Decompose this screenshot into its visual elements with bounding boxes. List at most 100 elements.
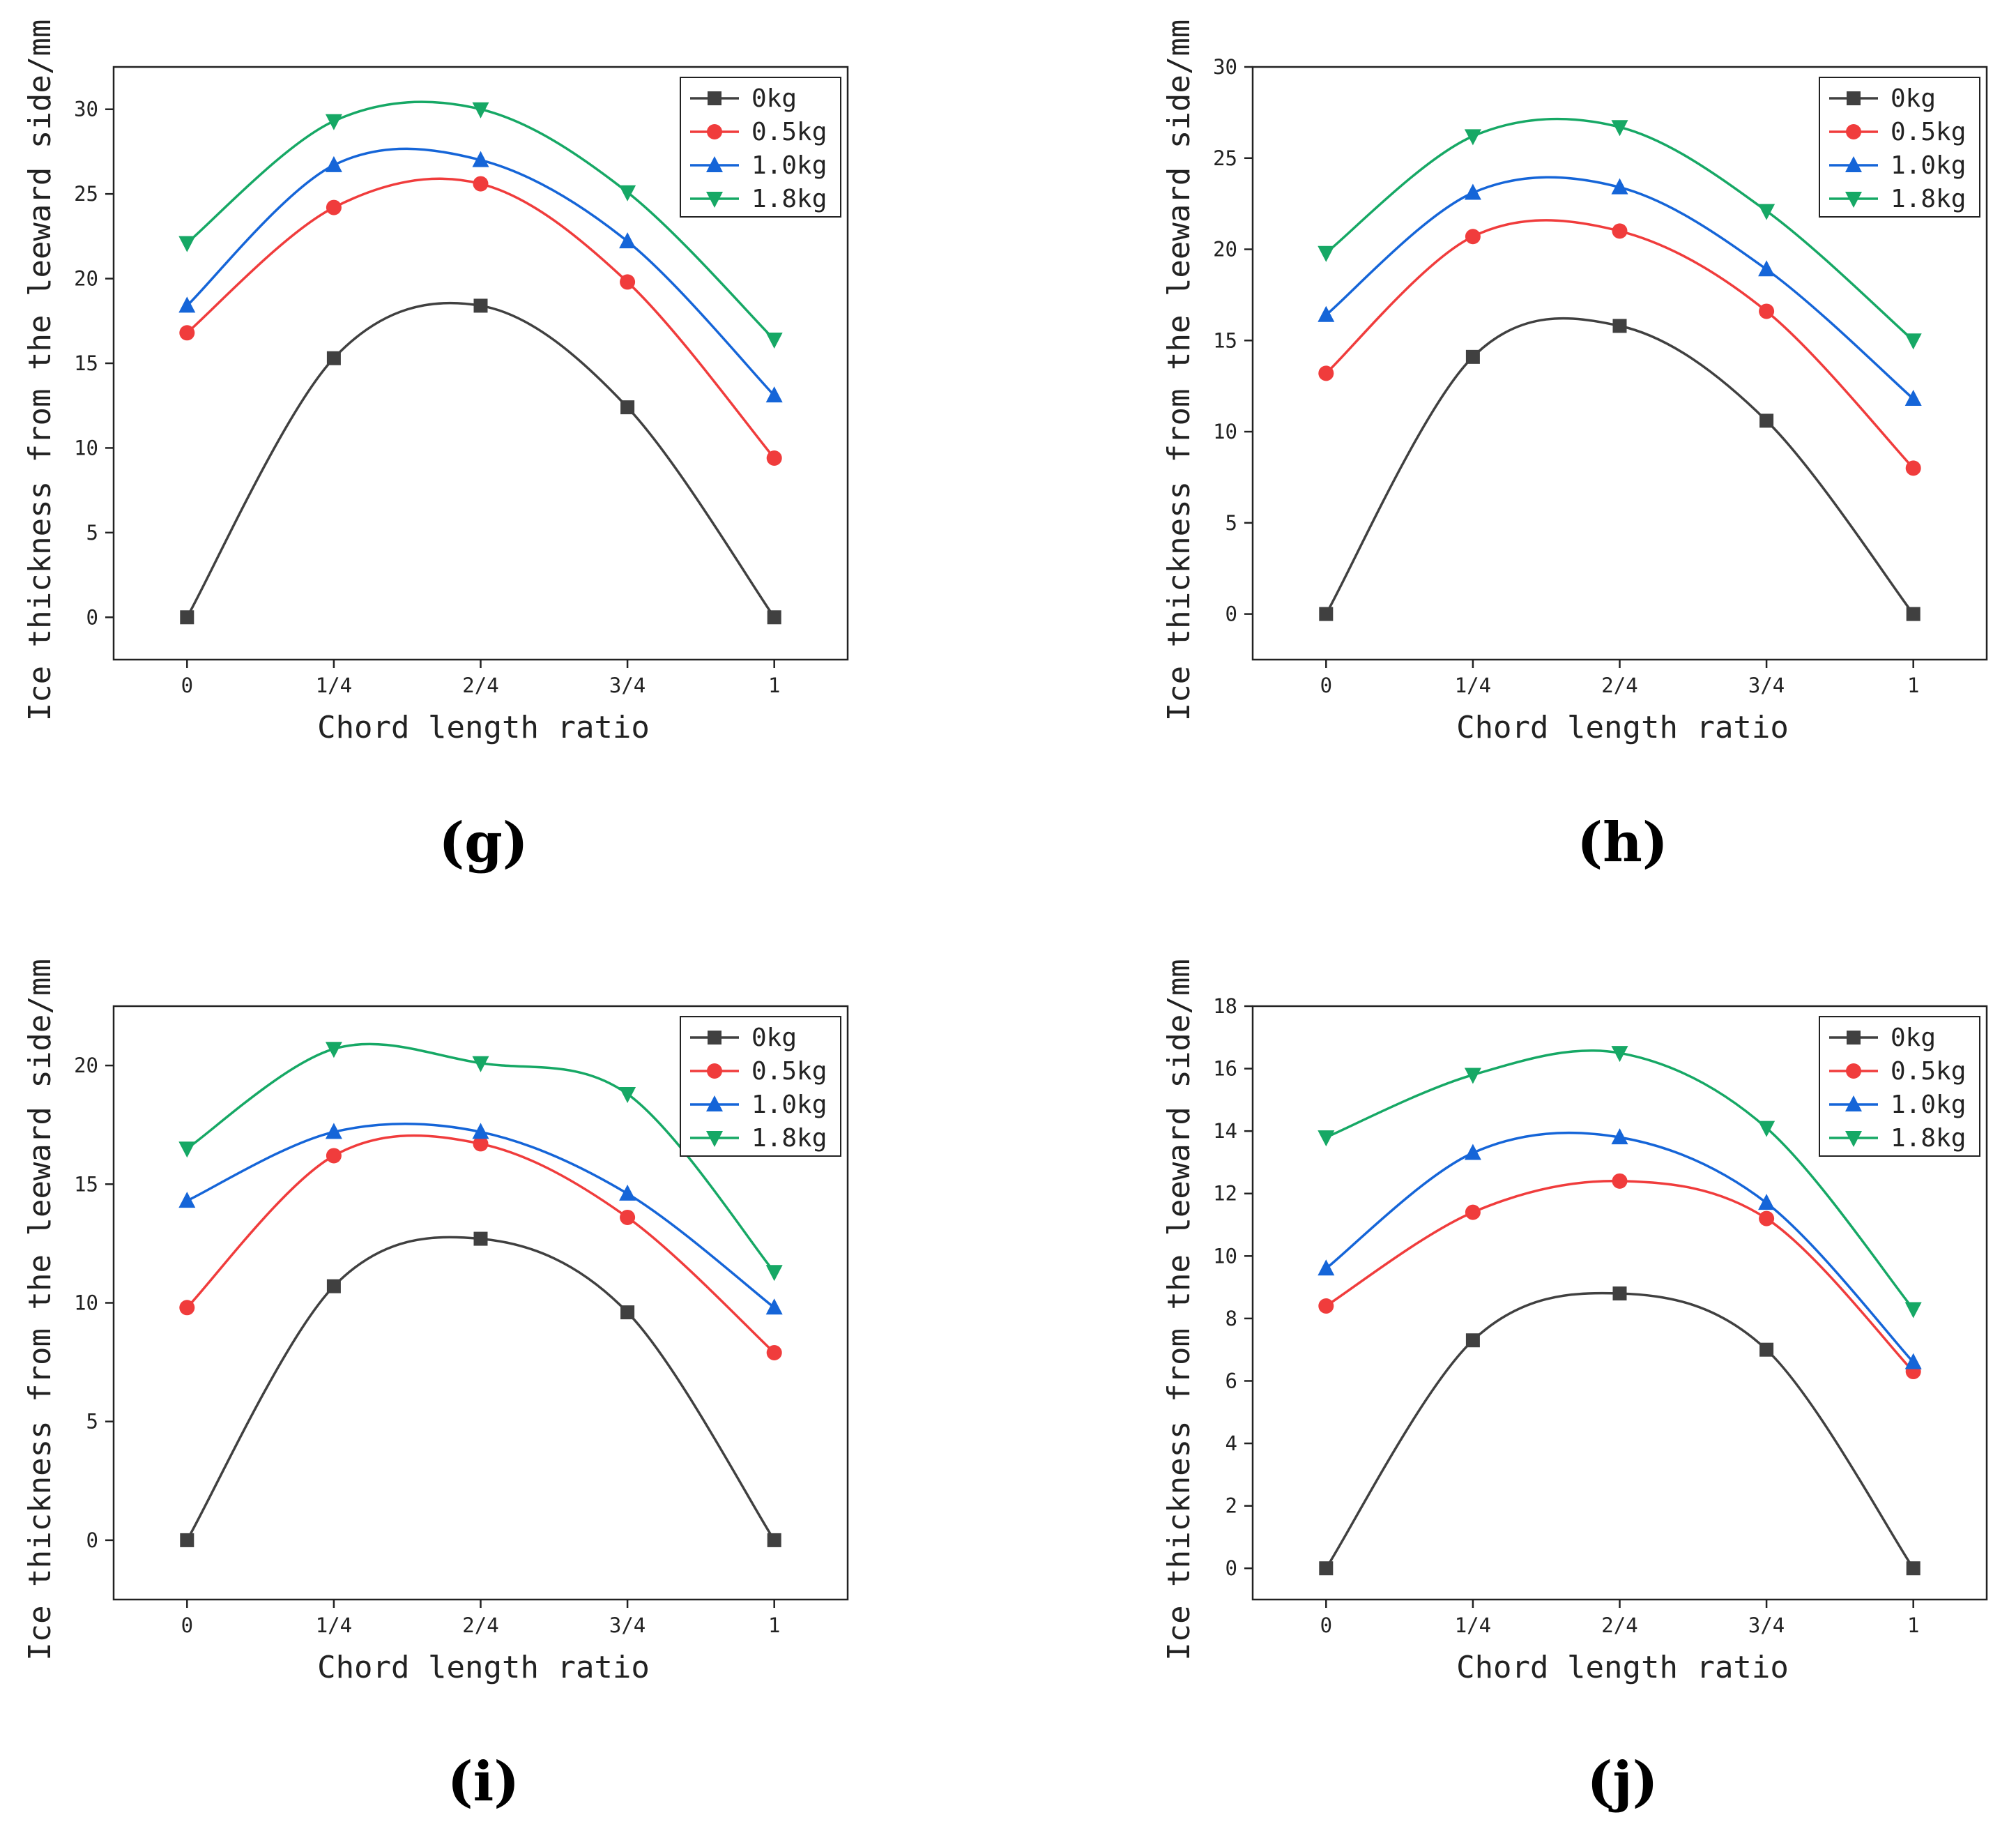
data-point-1.8kg (178, 236, 196, 252)
data-point-1.8kg (1464, 129, 1481, 146)
y-tick-label: 4 (1225, 1431, 1237, 1455)
y-axis-title: Ice thickness from the leeward side/mm (1161, 20, 1197, 722)
data-point-1.8kg (178, 1141, 196, 1158)
data-point-1.8kg (1758, 1121, 1776, 1137)
data-point-0.5kg (1759, 1210, 1775, 1226)
series-line-1.8kg (1325, 1049, 1915, 1310)
data-point-1.8kg (619, 185, 636, 202)
y-tick-label: 18 (1213, 994, 1237, 1018)
legend-label: 0kg (751, 1024, 797, 1052)
y-tick-label: 0 (1225, 1556, 1237, 1580)
x-tick-label: 1 (1907, 674, 1919, 697)
y-tick-label: 20 (74, 1054, 98, 1077)
y-tick-label: 5 (86, 1410, 98, 1434)
data-point-0.5kg (473, 176, 489, 192)
panel-label: (h) (1577, 811, 1668, 874)
data-point-0.5kg (1318, 1298, 1334, 1314)
series-line-0kg (1324, 1291, 1915, 1570)
data-point-0.5kg (473, 1136, 489, 1152)
data-point-1.8kg (1758, 204, 1776, 220)
data-point-1.0kg (765, 386, 783, 403)
legend-label: 1.0kg (1891, 1091, 1966, 1119)
x-tick-label: 1 (768, 1613, 780, 1637)
series-line-1.8kg (186, 1042, 776, 1273)
y-tick-label: 0 (86, 1528, 98, 1552)
data-point-1.8kg (619, 1086, 636, 1103)
y-tick-label: 25 (1213, 146, 1237, 170)
data-point-1.0kg (1904, 1353, 1922, 1369)
y-tick-label: 10 (1213, 420, 1237, 443)
y-tick-label: 20 (74, 267, 98, 291)
x-axis-title: Chord length ratio (317, 710, 650, 745)
data-point-1.0kg (1611, 178, 1628, 195)
x-axis-title: Chord length ratio (1456, 1650, 1789, 1685)
data-point-1.0kg (765, 1298, 783, 1315)
x-tick-label: 2/4 (1601, 674, 1637, 697)
legend-swatch-marker (706, 1131, 723, 1147)
data-point-0kg (1906, 1561, 1920, 1576)
data-point-1.0kg (472, 151, 489, 167)
data-point-1.0kg (1464, 1144, 1481, 1160)
data-point-1.8kg (1904, 333, 1922, 350)
x-tick-label: 2/4 (462, 674, 498, 697)
data-point-0kg (620, 400, 635, 415)
x-axis-title: Chord length ratio (1456, 710, 1789, 745)
data-point-0kg (1465, 349, 1480, 364)
legend-swatch-marker (1846, 124, 1861, 139)
data-point-0kg (767, 610, 781, 625)
chart-panel-j: 0 2 4 6 8 10 12 14 16 18 0 1/4 2/4 3/4 1 Chord length r… (1161, 959, 1988, 1814)
legend-label: 0kg (751, 84, 797, 113)
legend-box (680, 1016, 841, 1157)
chart-panel-g: 0 5 10 15 20 25 30 0 1/4 2/4 3/4 1 Chord length rati… (22, 20, 849, 874)
data-point-0.5kg (1318, 365, 1334, 381)
data-point-1.0kg (1464, 183, 1481, 200)
legend-label: 0.5kg (751, 118, 827, 146)
data-point-0.5kg (1759, 303, 1775, 319)
legend-box (680, 77, 841, 218)
data-point-0kg (180, 610, 194, 625)
y-tick-label: 30 (74, 98, 98, 121)
y-axis-title: Ice thickness from the leeward side/mm (22, 959, 58, 1661)
data-point-0.5kg (766, 1344, 782, 1360)
legend-swatch-marker (1847, 91, 1861, 105)
legend-label: 1.8kg (1891, 185, 1966, 213)
y-tick-label: 12 (1213, 1182, 1237, 1206)
data-point-1.8kg (1464, 1068, 1481, 1084)
data-point-0kg (1319, 607, 1334, 621)
data-point-1.0kg (619, 1184, 636, 1201)
y-tick-label: 5 (86, 521, 98, 545)
data-point-1.8kg (325, 114, 342, 130)
data-point-0kg (767, 1533, 781, 1547)
data-point-0kg (1759, 1342, 1774, 1357)
x-axis-title: Chord length ratio (317, 1650, 650, 1685)
legend-box (1819, 1016, 1980, 1157)
y-tick-label: 0 (1225, 602, 1237, 626)
data-point-0kg (326, 1279, 341, 1293)
legend-swatch-marker (1845, 156, 1862, 172)
data-point-1.0kg (1318, 1259, 1335, 1276)
data-point-1.8kg (1611, 120, 1628, 137)
data-point-0.5kg (326, 199, 342, 215)
data-point-1.0kg (1758, 1194, 1776, 1210)
series-line-0kg (185, 1236, 776, 1541)
legend-label: 1.0kg (751, 1091, 827, 1119)
y-tick-label: 14 (1213, 1119, 1237, 1143)
legend-label: 1.8kg (1891, 1124, 1966, 1153)
legend-swatch-marker (706, 156, 723, 172)
data-point-1.8kg (1611, 1046, 1628, 1063)
data-point-1.0kg (325, 1123, 342, 1139)
x-tick-label: 2/4 (462, 1613, 498, 1637)
data-point-0kg (1612, 1286, 1627, 1301)
x-tick-label: 1 (1907, 1613, 1919, 1637)
data-point-0.5kg (179, 1300, 195, 1316)
panel-label: (g) (438, 811, 528, 874)
data-point-0.5kg (1612, 223, 1628, 239)
y-tick-label: 8 (1225, 1307, 1237, 1330)
legend-swatch-marker (708, 1031, 721, 1045)
x-tick-label: 0 (1320, 674, 1332, 697)
x-tick-label: 0 (1320, 1613, 1332, 1637)
y-axis-title: Ice thickness from the leeward side/mm (1161, 959, 1197, 1661)
x-tick-label: 3/4 (1748, 674, 1785, 697)
series-line-0kg (185, 301, 776, 618)
legend-label: 1.0kg (751, 151, 827, 180)
